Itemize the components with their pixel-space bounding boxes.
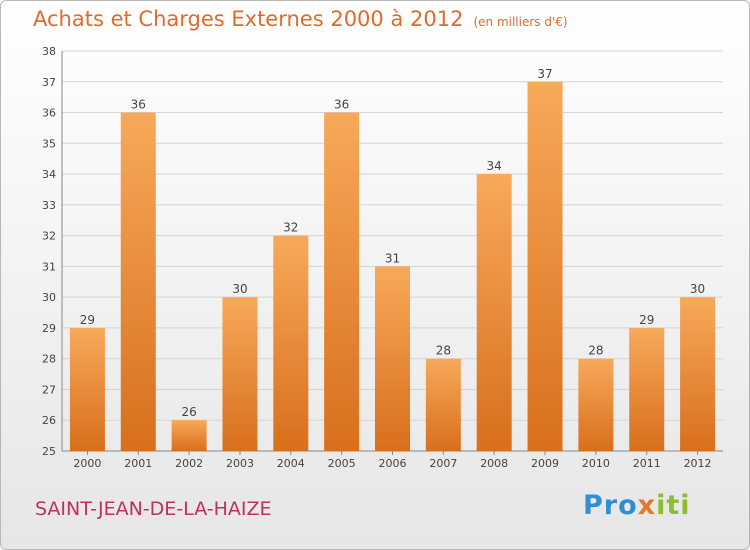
value-label: 26 [181,405,196,419]
y-tick-label: 31 [42,260,56,273]
value-label: 28 [436,344,451,358]
y-tick-label: 34 [42,168,56,181]
x-tick-label: 2004 [277,457,305,470]
bar [425,358,461,451]
y-tick-label: 32 [42,230,56,243]
y-tick-label: 36 [42,107,56,120]
bar [120,112,156,452]
value-label: 36 [334,98,349,112]
bar [69,327,105,451]
value-label: 36 [131,98,146,112]
chart-title: Achats et Charges Externes 2000 à 2012 [33,7,464,31]
x-tick-label: 2000 [73,457,101,470]
proxiti-logo: Proxiti [583,490,691,521]
x-tick-label: 2005 [328,457,356,470]
bar [629,327,665,451]
chart-header: Achats et Charges Externes 2000 à 2012 (e… [33,7,568,31]
x-tick-label: 2001 [124,457,152,470]
bar [222,297,258,451]
commune-name: SAINT-JEAN-DE-LA-HAIZE [35,498,272,520]
chart-unit-note: (en milliers d'€) [473,15,568,29]
y-tick-label: 30 [42,291,56,304]
x-tick-label: 2006 [379,457,407,470]
y-tick-label: 27 [42,383,56,396]
x-tick-label: 2009 [531,457,559,470]
value-label: 30 [690,282,705,296]
x-tick-label: 2002 [175,457,203,470]
y-tick-label: 35 [42,137,56,150]
bar [375,266,410,451]
bar [171,420,207,451]
y-tick-label: 37 [42,76,56,89]
value-label: 31 [385,251,400,265]
value-label: 28 [588,344,603,358]
x-tick-label: 2010 [582,457,610,470]
bar [680,297,716,451]
y-tick-label: 28 [42,353,56,366]
x-tick-label: 2008 [480,457,508,470]
y-tick-labels: 25 26 27 28 29 30 31 32 33 34 35 36 37 38 [42,45,56,458]
x-tick-label: 2007 [429,457,457,470]
value-label: 34 [487,159,502,173]
value-label: 37 [537,67,552,81]
bars [69,81,716,452]
y-tick-label: 33 [42,199,56,212]
x-tick-label: 2011 [633,457,661,470]
y-tick-label: 29 [42,322,56,335]
bar [324,112,360,452]
value-label: 29 [639,313,654,327]
bar [527,81,563,452]
x-tick-labels: 2000 2001 2002 2003 2004 2005 2006 2007 2008 2009… [73,457,711,470]
bar [273,235,309,451]
bar [578,358,614,451]
x-tick-label: 2003 [226,457,254,470]
y-tick-label: 25 [42,445,56,458]
bar [476,174,512,452]
value-label: 29 [80,313,95,327]
value-labels: 29 36 26 30 32 36 31 28 34 37 28 29 30 [80,67,705,419]
value-label: 32 [283,221,298,235]
y-tick-label: 38 [42,45,56,58]
x-tick-label: 2012 [684,457,712,470]
value-label: 30 [232,282,247,296]
y-tick-label: 26 [42,414,56,427]
